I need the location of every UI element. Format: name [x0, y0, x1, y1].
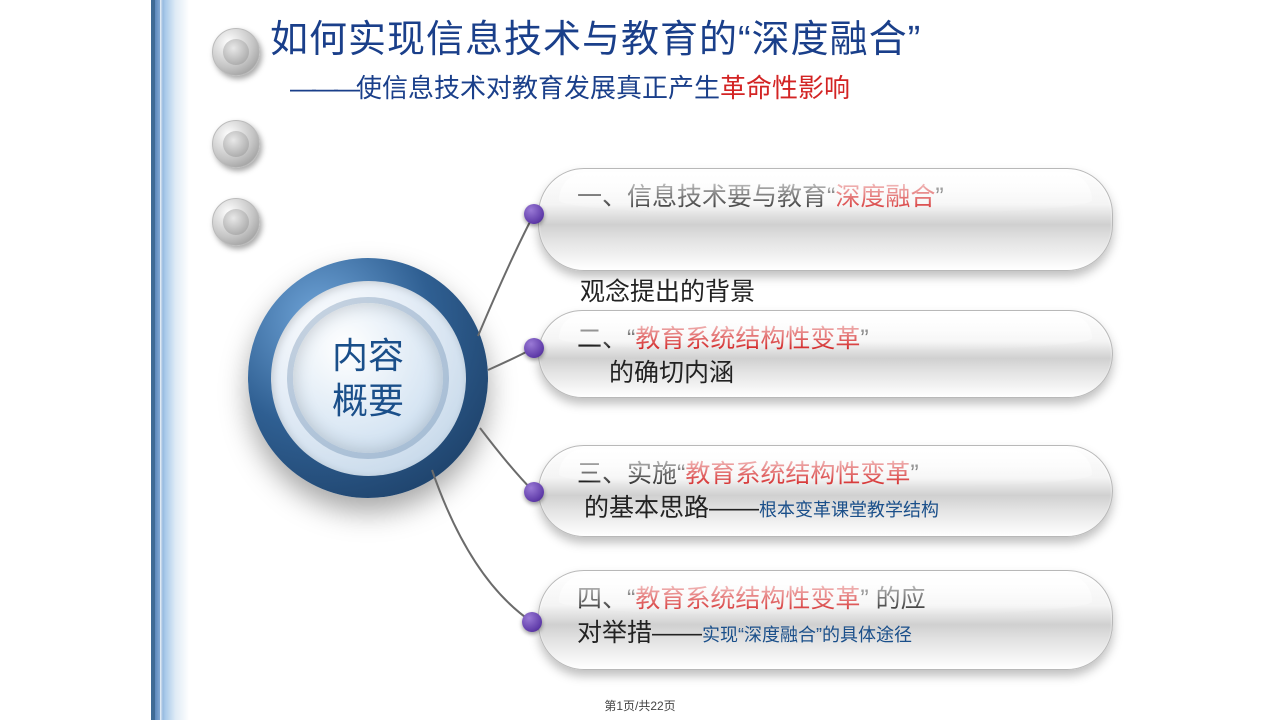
- decorative-icon-3: [212, 198, 260, 246]
- hub-ring: 内容概要: [271, 281, 466, 476]
- pill-item-4: 四、“教育系统结构性变革” 的应 对举措——实现“深度融合”的具体途径: [538, 570, 1113, 670]
- decorative-icon-2: [212, 120, 260, 168]
- pill-1-trail: 观念提出的背景: [580, 272, 755, 308]
- connector-4: [432, 470, 532, 622]
- page-counter: 第1页/共22页: [0, 697, 1280, 714]
- node-dot-3: [524, 482, 544, 502]
- connector-1: [478, 214, 534, 336]
- hub-label: 内容概要: [332, 333, 404, 423]
- sidebar-stripe: [155, 0, 189, 720]
- node-dot-2: [524, 338, 544, 358]
- decorative-icon-1: [212, 28, 260, 76]
- connector-3: [480, 428, 534, 492]
- pill-item-1: 一、信息技术要与教育“深度融合”: [538, 168, 1113, 271]
- subtitle-dash: ———: [290, 73, 356, 103]
- pill-item-2: 二、“教育系统结构性变革” 的确切内涵: [538, 310, 1113, 398]
- subtitle-red: 革命性影响: [720, 73, 850, 103]
- node-dot-4: [522, 612, 542, 632]
- title-quoted: “深度融合”: [738, 19, 921, 61]
- page-subtitle: ———使信息技术对教育发展真正产生革命性影响: [290, 68, 850, 105]
- page-title: 如何实现信息技术与教育的“深度融合”: [270, 8, 921, 63]
- hub-inner: 内容概要: [293, 303, 443, 453]
- title-pre: 如何实现信息技术与教育的: [270, 19, 738, 61]
- subtitle-pre: 使信息技术对教育发展真正产生: [356, 73, 720, 103]
- node-dot-1: [524, 204, 544, 224]
- pill-item-3: 三、实施“教育系统结构性变革” 的基本思路——根本变革课堂教学结构: [538, 445, 1113, 537]
- content-hub: 内容概要: [248, 258, 488, 498]
